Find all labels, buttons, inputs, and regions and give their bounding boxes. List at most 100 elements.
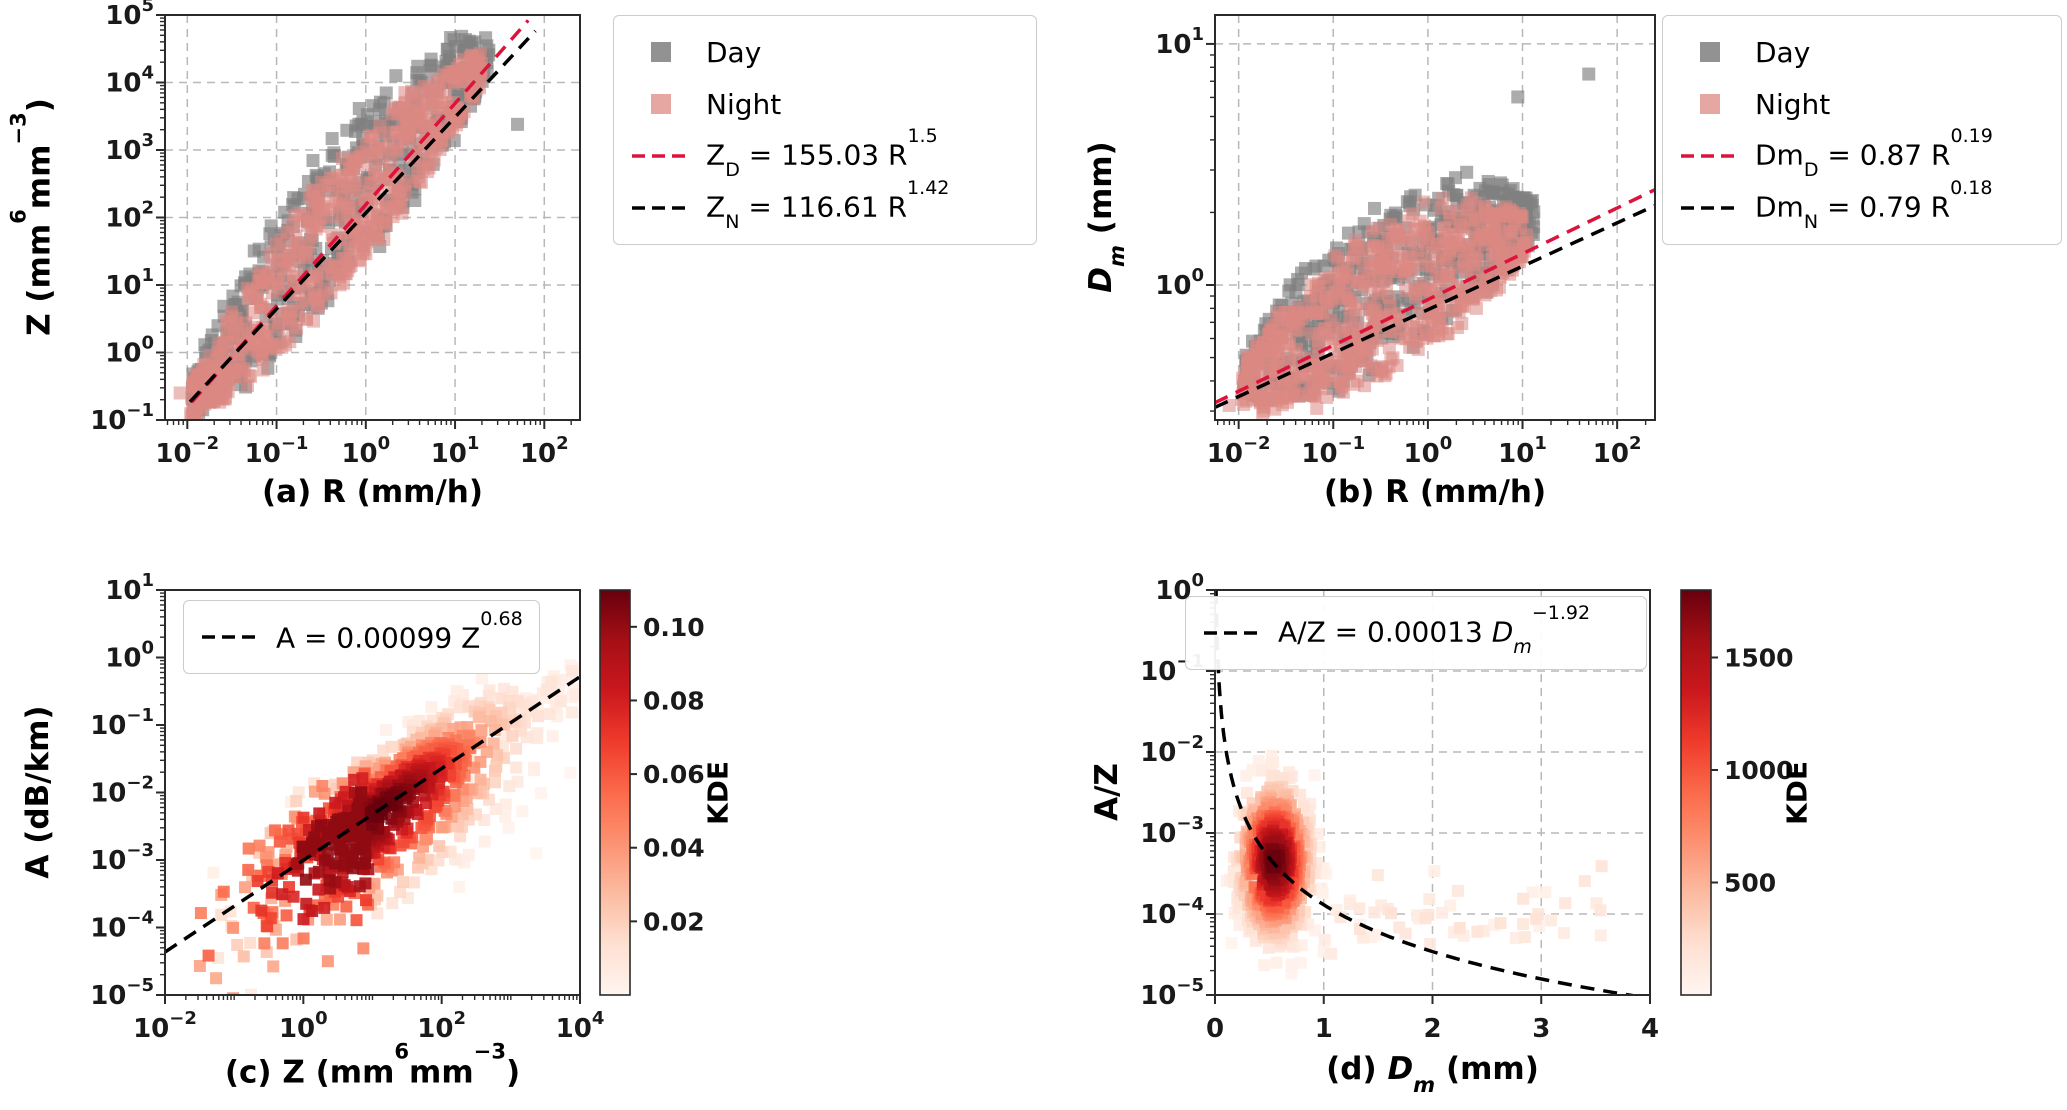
svg-text:10−2: 10−2: [133, 1008, 197, 1044]
panel-c-xlabel: (c) Z (mm6mm−3): [224, 1038, 521, 1091]
legend-dash-line-icon: [1679, 152, 1741, 160]
legend-item-night-label: Night: [706, 87, 782, 121]
svg-text:2: 2: [1423, 1014, 1441, 1044]
legend-item-day: Day: [630, 26, 1020, 78]
svg-text:10−5: 10−5: [90, 975, 154, 1011]
svg-text:101: 101: [105, 265, 154, 301]
legend-dash-line-icon: [200, 633, 262, 641]
legend-dash-line-icon: [1679, 204, 1741, 212]
legend-marker-square: [1679, 94, 1741, 114]
svg-text:10−3: 10−3: [1140, 813, 1204, 849]
svg-text:101: 101: [105, 570, 154, 606]
svg-text:103: 103: [105, 130, 154, 166]
svg-text:100: 100: [341, 433, 390, 469]
legend-item-day: Day: [1679, 26, 2045, 78]
legend-item-day-label: Day: [706, 35, 762, 69]
svg-text:10−2: 10−2: [1140, 732, 1204, 768]
svg-text:101: 101: [431, 433, 480, 469]
svg-text:100: 100: [1404, 433, 1453, 469]
legend-item-day-label: Day: [1755, 35, 1811, 69]
panel-d-legend: A/Z = 0.00013 Dm−1.92: [1185, 596, 1647, 670]
legend-item-fit-1: DmN = 0.79 R0.18: [1679, 177, 2045, 234]
panel-d: 0123410010−110−210−310−410−550010001500 …: [1045, 555, 2067, 1110]
legend-item-fit-0-label: A/Z = 0.00013 Dm−1.92: [1278, 602, 1591, 658]
panel-a-legend: Day Night ZD = 155.03 R1.5 ZN = 116.61 R1.4…: [613, 15, 1037, 245]
panel-d-colorbar-label: KDE: [1780, 760, 1814, 825]
panel-c-ylabel: A (dB/km): [20, 705, 56, 879]
svg-text:101: 101: [1498, 433, 1547, 469]
legend-marker-square: [630, 94, 692, 114]
panel-b-legend: Day Night DmD = 0.87 R0.19 DmN = 0.79 R0.18: [1662, 15, 2062, 245]
legend-marker-square: [630, 42, 692, 62]
svg-text:105: 105: [105, 0, 154, 31]
svg-text:10−1: 10−1: [1301, 433, 1365, 469]
svg-text:10−5: 10−5: [1140, 975, 1204, 1011]
svg-text:1000: 1000: [1724, 756, 1794, 785]
legend-item-fit-0-label: ZD = 155.03 R1.5: [706, 125, 938, 181]
svg-text:1500: 1500: [1724, 644, 1794, 673]
svg-text:100: 100: [105, 638, 154, 674]
svg-text:10−2: 10−2: [1207, 433, 1271, 469]
svg-text:100: 100: [1155, 265, 1204, 301]
svg-text:102: 102: [105, 198, 154, 234]
legend-item-night: Night: [630, 78, 1020, 130]
legend-item-fit-1-label: ZN = 116.61 R1.42: [706, 177, 950, 233]
svg-text:101: 101: [1155, 24, 1204, 60]
svg-text:0: 0: [1206, 1014, 1224, 1044]
svg-text:0.08: 0.08: [643, 686, 705, 715]
svg-text:10−2: 10−2: [90, 773, 154, 809]
panel-b: 10−2 10−1 100 101 102 100 101 Dm (mm) (b) R (m…: [1045, 0, 2067, 555]
legend-dash-line-icon: [630, 204, 692, 212]
svg-text:102: 102: [1593, 433, 1642, 469]
svg-text:4: 4: [1641, 1014, 1659, 1044]
legend-dash-line-icon: [630, 152, 692, 160]
legend-item-fit-0: A = 0.00099 Z0.68: [200, 608, 523, 663]
svg-text:10−2: 10−2: [155, 433, 219, 469]
panel-a-xlabel: (a) R (mm/h): [261, 474, 484, 510]
plot-b-svg: 10−2 10−1 100 101 102 100 101: [1155, 14, 1656, 469]
svg-text:102: 102: [520, 433, 569, 469]
panel-a: 10−2 10−1 100 101 102 10−1 100 101 102 103 104 105 …: [0, 0, 1045, 555]
svg-text:102: 102: [417, 1008, 466, 1044]
legend-item-fit-0-label: A = 0.00099 Z0.68: [276, 608, 523, 655]
svg-text:0.02: 0.02: [643, 907, 705, 936]
svg-text:10−1: 10−1: [245, 433, 309, 469]
legend-marker-square: [1679, 42, 1741, 62]
svg-text:0.10: 0.10: [643, 613, 705, 642]
legend-item-fit-1: ZN = 116.61 R1.42: [630, 177, 1020, 234]
legend-item-night-label: Night: [1755, 87, 1831, 121]
legend-item-fit-0: A/Z = 0.00013 Dm−1.92: [1202, 602, 1630, 659]
panel-c-colorbar-label: KDE: [701, 760, 735, 825]
svg-text:10−4: 10−4: [1140, 894, 1204, 930]
svg-text:3: 3: [1532, 1014, 1550, 1044]
svg-text:0.06: 0.06: [643, 760, 705, 789]
svg-text:0.04: 0.04: [643, 834, 705, 863]
svg-text:10−3: 10−3: [90, 840, 154, 876]
panel-b-ylabel: Dm (mm): [1082, 141, 1129, 293]
svg-text:100: 100: [279, 1008, 328, 1044]
panel-d-ylabel: A/Z: [1089, 763, 1125, 821]
svg-text:100: 100: [105, 333, 154, 369]
svg-text:104: 104: [556, 1008, 605, 1044]
plot-c-svg: 10−2 100 102 104 10−5 10−4 10−3 10−2 10−1 100 101 0…: [90, 570, 705, 1044]
legend-item-fit-1-label: DmN = 0.79 R0.18: [1755, 177, 1993, 233]
svg-text:104: 104: [105, 63, 154, 99]
svg-text:1: 1: [1315, 1014, 1333, 1044]
panel-b-xlabel: (b) R (mm/h): [1323, 474, 1547, 510]
legend-item-fit-0: ZD = 155.03 R1.5: [630, 125, 1020, 182]
legend-dash-line-icon: [1202, 629, 1264, 637]
panel-c: 10−2 100 102 104 10−5 10−4 10−3 10−2 10−1 100 101 0…: [0, 555, 1045, 1110]
legend-item-fit-0-label: DmD = 0.87 R0.19: [1755, 125, 1993, 181]
panel-a-ylabel: Z (mm6mm−3): [5, 98, 58, 336]
legend-item-night: Night: [1679, 78, 2045, 130]
svg-text:10−4: 10−4: [90, 908, 154, 944]
panel-d-xlabel: (d) Dm (mm): [1326, 1050, 1539, 1097]
legend-item-fit-0: DmD = 0.87 R0.19: [1679, 125, 2045, 182]
svg-text:10−1: 10−1: [90, 400, 154, 436]
panel-c-legend: A = 0.00099 Z0.68: [183, 600, 540, 674]
svg-text:10−1: 10−1: [90, 705, 154, 741]
svg-text:500: 500: [1724, 869, 1776, 898]
